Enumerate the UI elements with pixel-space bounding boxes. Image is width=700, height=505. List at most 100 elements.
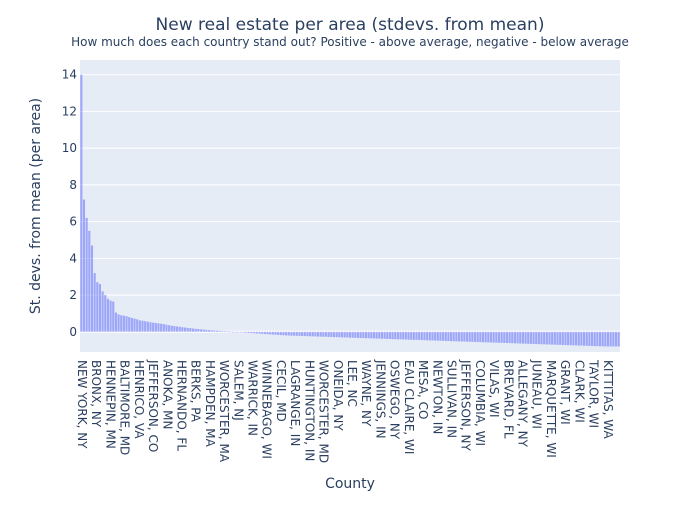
bar bbox=[468, 331, 471, 342]
x-tick-label: JUNEAU, WI bbox=[530, 359, 544, 429]
bar bbox=[601, 331, 604, 347]
bar bbox=[596, 331, 599, 347]
y-tick-label: 4 bbox=[69, 251, 77, 265]
x-tick-label: SULLIVAN, IN bbox=[444, 360, 458, 438]
x-tick-label: WARRICK, IN bbox=[246, 360, 260, 436]
bar bbox=[178, 326, 181, 332]
bar bbox=[314, 331, 317, 337]
bar bbox=[391, 331, 394, 340]
bar bbox=[266, 331, 269, 335]
bar bbox=[559, 331, 562, 345]
x-tick-label: VILAS, WI bbox=[487, 360, 501, 418]
bar bbox=[585, 331, 588, 346]
bar bbox=[197, 329, 200, 332]
bar bbox=[106, 298, 109, 332]
bar bbox=[221, 331, 224, 332]
x-tick-labels: NEW YORK, NY BRONX, NY HENNEPIN, MN BALTIMO… bbox=[75, 359, 615, 463]
bar bbox=[88, 230, 91, 332]
bar bbox=[205, 329, 208, 332]
bar bbox=[473, 331, 477, 342]
bar bbox=[104, 295, 107, 332]
bar bbox=[383, 331, 386, 339]
bar bbox=[569, 331, 572, 346]
bar bbox=[412, 331, 415, 340]
bar bbox=[556, 331, 559, 345]
bar bbox=[120, 315, 123, 332]
bar bbox=[293, 331, 296, 336]
bar bbox=[513, 331, 516, 344]
bar bbox=[516, 331, 519, 344]
bar bbox=[362, 331, 365, 339]
bar bbox=[237, 331, 240, 333]
x-tick-label: BREVARD, FL bbox=[501, 360, 515, 439]
bar bbox=[359, 331, 362, 339]
bar bbox=[612, 331, 615, 347]
x-tick-label: SALEM, NJ bbox=[231, 360, 245, 421]
bar bbox=[346, 331, 349, 338]
bar bbox=[572, 331, 575, 346]
bar bbox=[261, 331, 264, 334]
bar bbox=[500, 331, 503, 343]
bar bbox=[452, 331, 455, 342]
bar bbox=[450, 331, 453, 342]
y-tick-label: 8 bbox=[69, 178, 77, 192]
x-tick-label: HUNTINGTON, IN bbox=[302, 360, 316, 461]
bar bbox=[82, 199, 86, 332]
x-tick-label: WORCESTER, MD bbox=[317, 360, 331, 463]
x-tick-label: BALTIMORE, MD bbox=[118, 360, 132, 455]
bar bbox=[527, 331, 530, 344]
bar bbox=[141, 320, 144, 332]
bar bbox=[85, 217, 88, 332]
bar bbox=[162, 324, 165, 332]
bar bbox=[476, 331, 479, 343]
bar bbox=[327, 331, 330, 337]
bar bbox=[551, 331, 554, 345]
bar bbox=[444, 331, 447, 341]
y-tick-label: 0 bbox=[69, 325, 77, 339]
bar bbox=[250, 331, 253, 334]
bar bbox=[242, 331, 245, 333]
bar bbox=[598, 331, 602, 347]
y-tick-label: 14 bbox=[62, 68, 77, 82]
bar bbox=[234, 331, 237, 333]
y-tick-label: 6 bbox=[69, 215, 77, 229]
bar bbox=[298, 331, 301, 336]
bar bbox=[194, 328, 197, 332]
bar bbox=[226, 331, 229, 333]
bar bbox=[173, 326, 176, 332]
bar bbox=[524, 331, 527, 344]
bar bbox=[399, 331, 402, 340]
bar bbox=[436, 331, 439, 341]
bar bbox=[420, 331, 423, 341]
bar bbox=[157, 323, 160, 332]
bar bbox=[269, 331, 272, 335]
bar bbox=[529, 331, 532, 344]
bar bbox=[447, 331, 450, 341]
bar bbox=[343, 331, 346, 338]
bar bbox=[535, 331, 538, 345]
bar bbox=[210, 330, 213, 332]
bar bbox=[415, 331, 418, 340]
x-tick-label: WINNEBAGO, WI bbox=[260, 360, 274, 459]
bar bbox=[96, 282, 99, 332]
bar bbox=[181, 327, 184, 332]
bar bbox=[202, 329, 205, 332]
bar bbox=[144, 321, 147, 332]
bar bbox=[277, 331, 280, 335]
bar bbox=[604, 331, 607, 347]
bar bbox=[279, 331, 282, 336]
bar bbox=[583, 331, 586, 346]
bar bbox=[548, 331, 551, 345]
x-tick-label: ALLEGANY, NY bbox=[516, 360, 530, 448]
bar bbox=[335, 331, 338, 338]
bar bbox=[332, 331, 336, 338]
bar bbox=[253, 331, 256, 334]
bar bbox=[338, 331, 341, 338]
bar bbox=[388, 331, 391, 339]
bar bbox=[282, 331, 285, 336]
x-tick-label: JENNINGS, IN bbox=[373, 359, 387, 439]
y-tick-label: 2 bbox=[69, 288, 77, 302]
bar bbox=[218, 330, 221, 332]
bar bbox=[213, 330, 216, 332]
bar bbox=[189, 328, 192, 332]
